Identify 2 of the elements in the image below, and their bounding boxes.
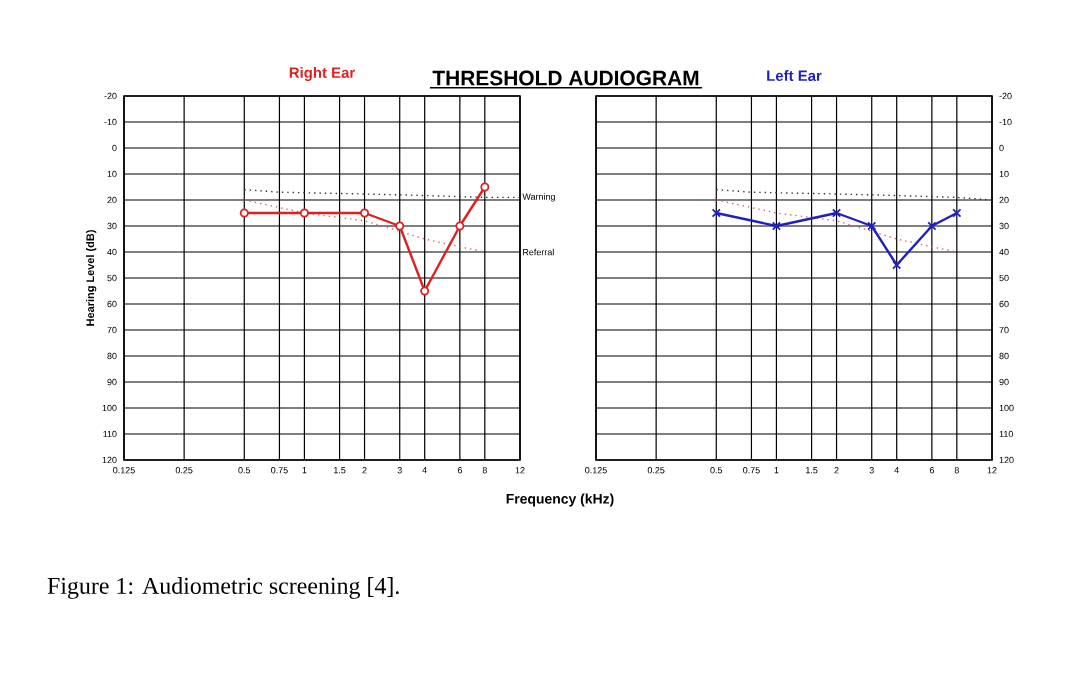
caption: Figure 1: Audiometric screening [4].	[47, 577, 399, 599]
text: THRESHOLD AUDIOGRAM	[432, 70, 699, 86]
